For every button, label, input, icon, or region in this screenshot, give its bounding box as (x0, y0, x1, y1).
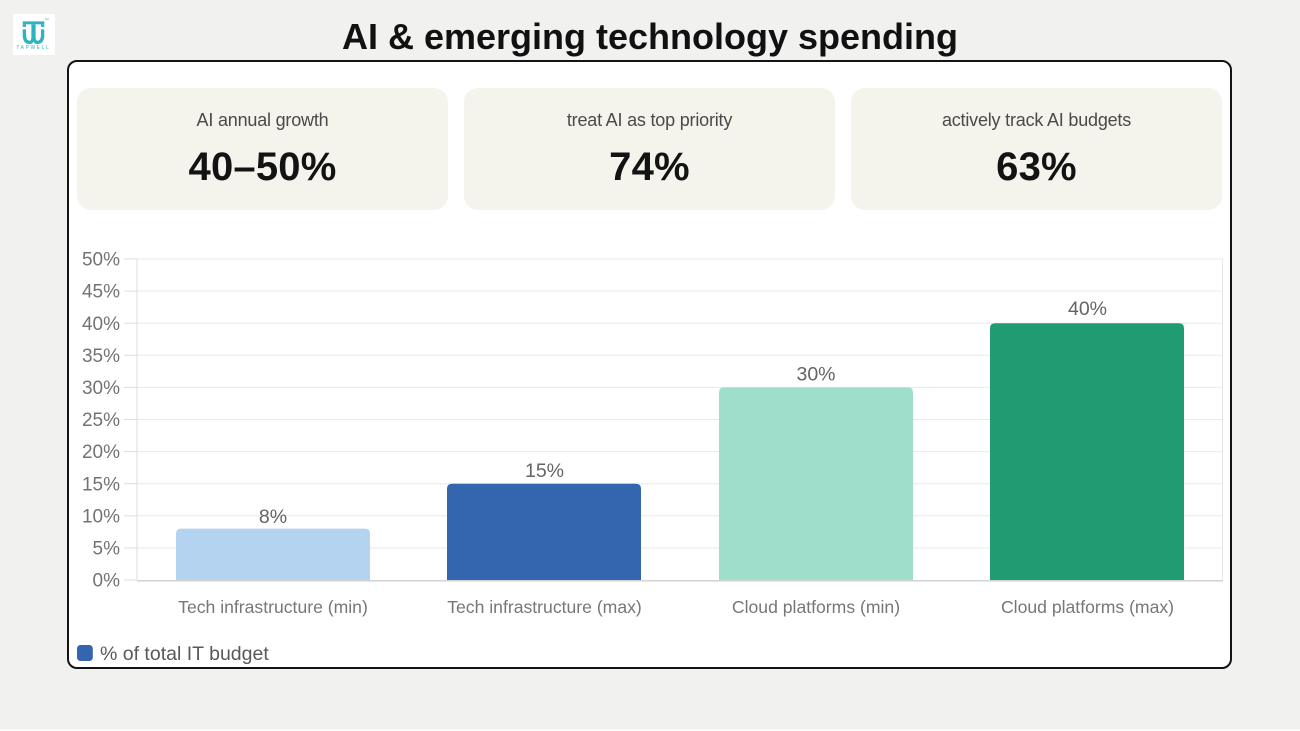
svg-text:10%: 10% (82, 506, 120, 527)
svg-text:Tech infrastructure (max): Tech infrastructure (max) (447, 597, 642, 617)
svg-text:8%: 8% (259, 506, 287, 528)
svg-text:Tech infrastructure (min): Tech infrastructure (min) (178, 597, 368, 617)
svg-text:™: ™ (45, 18, 50, 23)
svg-text:5%: 5% (93, 539, 121, 560)
svg-text:Cloud platforms (max): Cloud platforms (max) (1001, 597, 1174, 617)
svg-text:0%: 0% (93, 571, 121, 592)
svg-text:30%: 30% (82, 378, 120, 399)
svg-text:25%: 25% (82, 410, 120, 431)
svg-text:15%: 15% (525, 460, 564, 482)
svg-text:Cloud platforms (min): Cloud platforms (min) (732, 597, 900, 617)
svg-text:40%: 40% (82, 314, 120, 335)
svg-text:% of total IT budget: % of total IT budget (100, 643, 269, 665)
svg-text:50%: 50% (82, 250, 120, 271)
svg-text:35%: 35% (82, 346, 120, 367)
svg-text:TAPWELL: TAPWELL (17, 45, 51, 51)
svg-text:20%: 20% (82, 442, 120, 463)
svg-text:45%: 45% (82, 282, 120, 303)
svg-text:30%: 30% (796, 364, 835, 386)
svg-text:40%: 40% (1068, 298, 1107, 320)
svg-text:15%: 15% (82, 474, 120, 495)
